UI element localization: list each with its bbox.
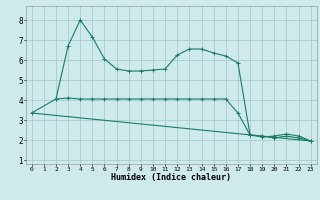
X-axis label: Humidex (Indice chaleur): Humidex (Indice chaleur) [111, 173, 231, 182]
